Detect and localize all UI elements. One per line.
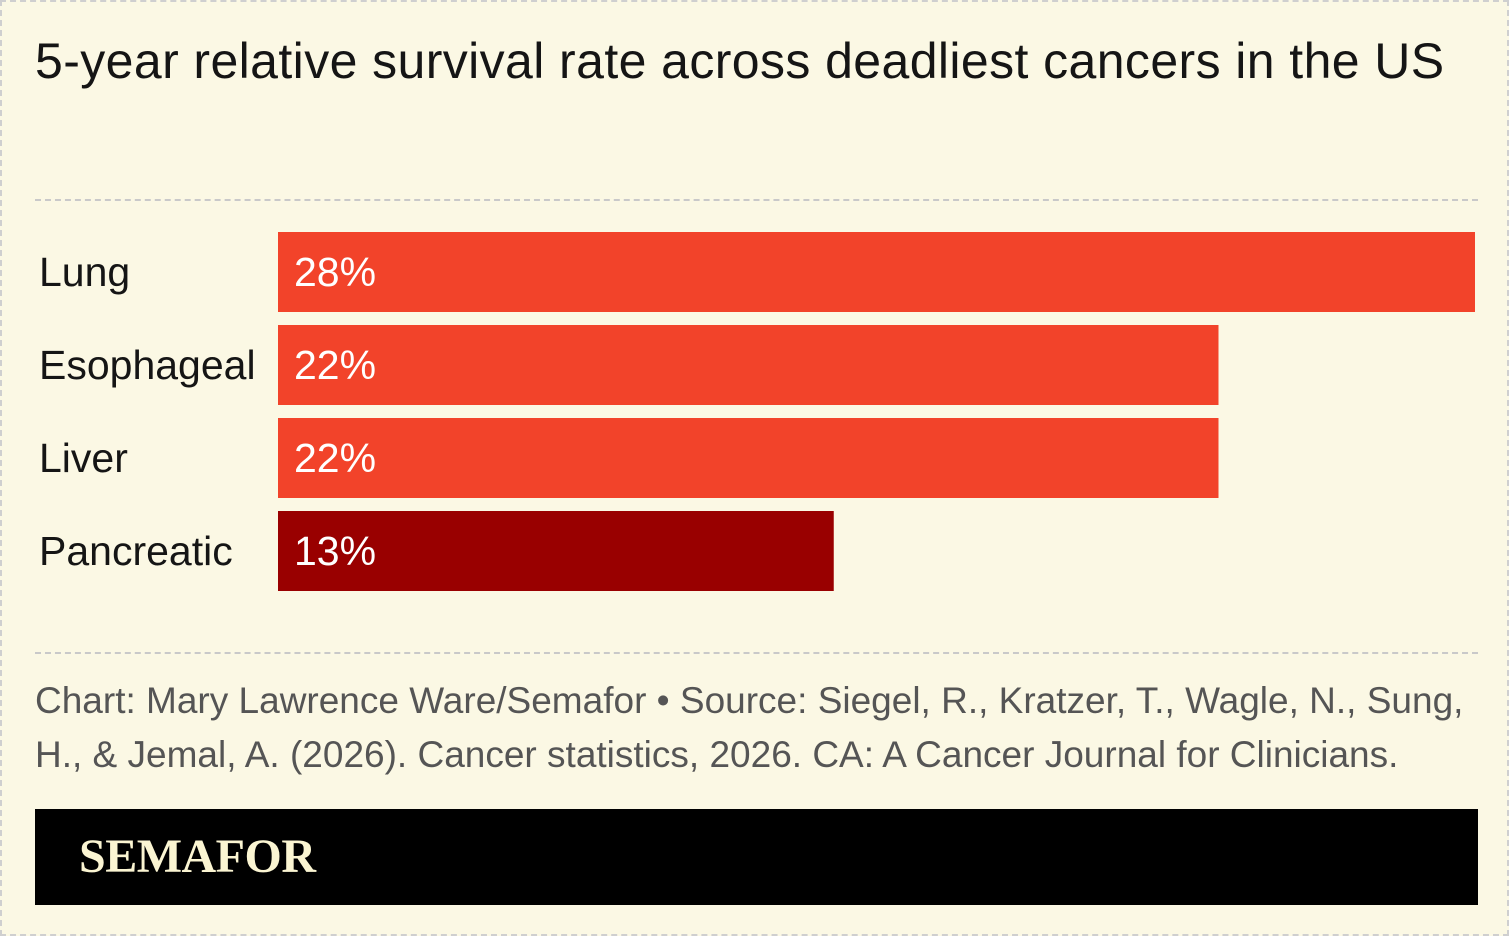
top-divider xyxy=(35,199,1478,201)
category-label-lung: Lung xyxy=(39,249,130,295)
value-label-pancreatic: 13% xyxy=(294,528,376,574)
bottom-divider xyxy=(35,652,1478,654)
chart-title: 5-year relative survival rate across dea… xyxy=(35,33,1445,89)
bar-chart: Lung 28% Esophageal 22% Liver 22% Pancreatic 13… xyxy=(39,232,1475,591)
value-label-lung: 28% xyxy=(294,249,376,295)
brand-bar: SEMAFOR xyxy=(35,809,1478,905)
category-label-esophageal: Esophageal xyxy=(39,342,256,388)
category-label-pancreatic: Pancreatic xyxy=(39,528,233,574)
bar-lung xyxy=(278,232,1475,312)
category-label-liver: Liver xyxy=(39,435,128,481)
bar-pancreatic xyxy=(278,511,834,591)
value-label-liver: 22% xyxy=(294,435,376,481)
semafor-logo: SEMAFOR xyxy=(79,830,316,883)
bar-liver xyxy=(278,418,1219,498)
value-label-esophageal: 22% xyxy=(294,342,376,388)
bar-esophageal xyxy=(278,325,1219,405)
source-note: Chart: Mary Lawrence Ware/Semafor • Sour… xyxy=(35,680,1464,775)
